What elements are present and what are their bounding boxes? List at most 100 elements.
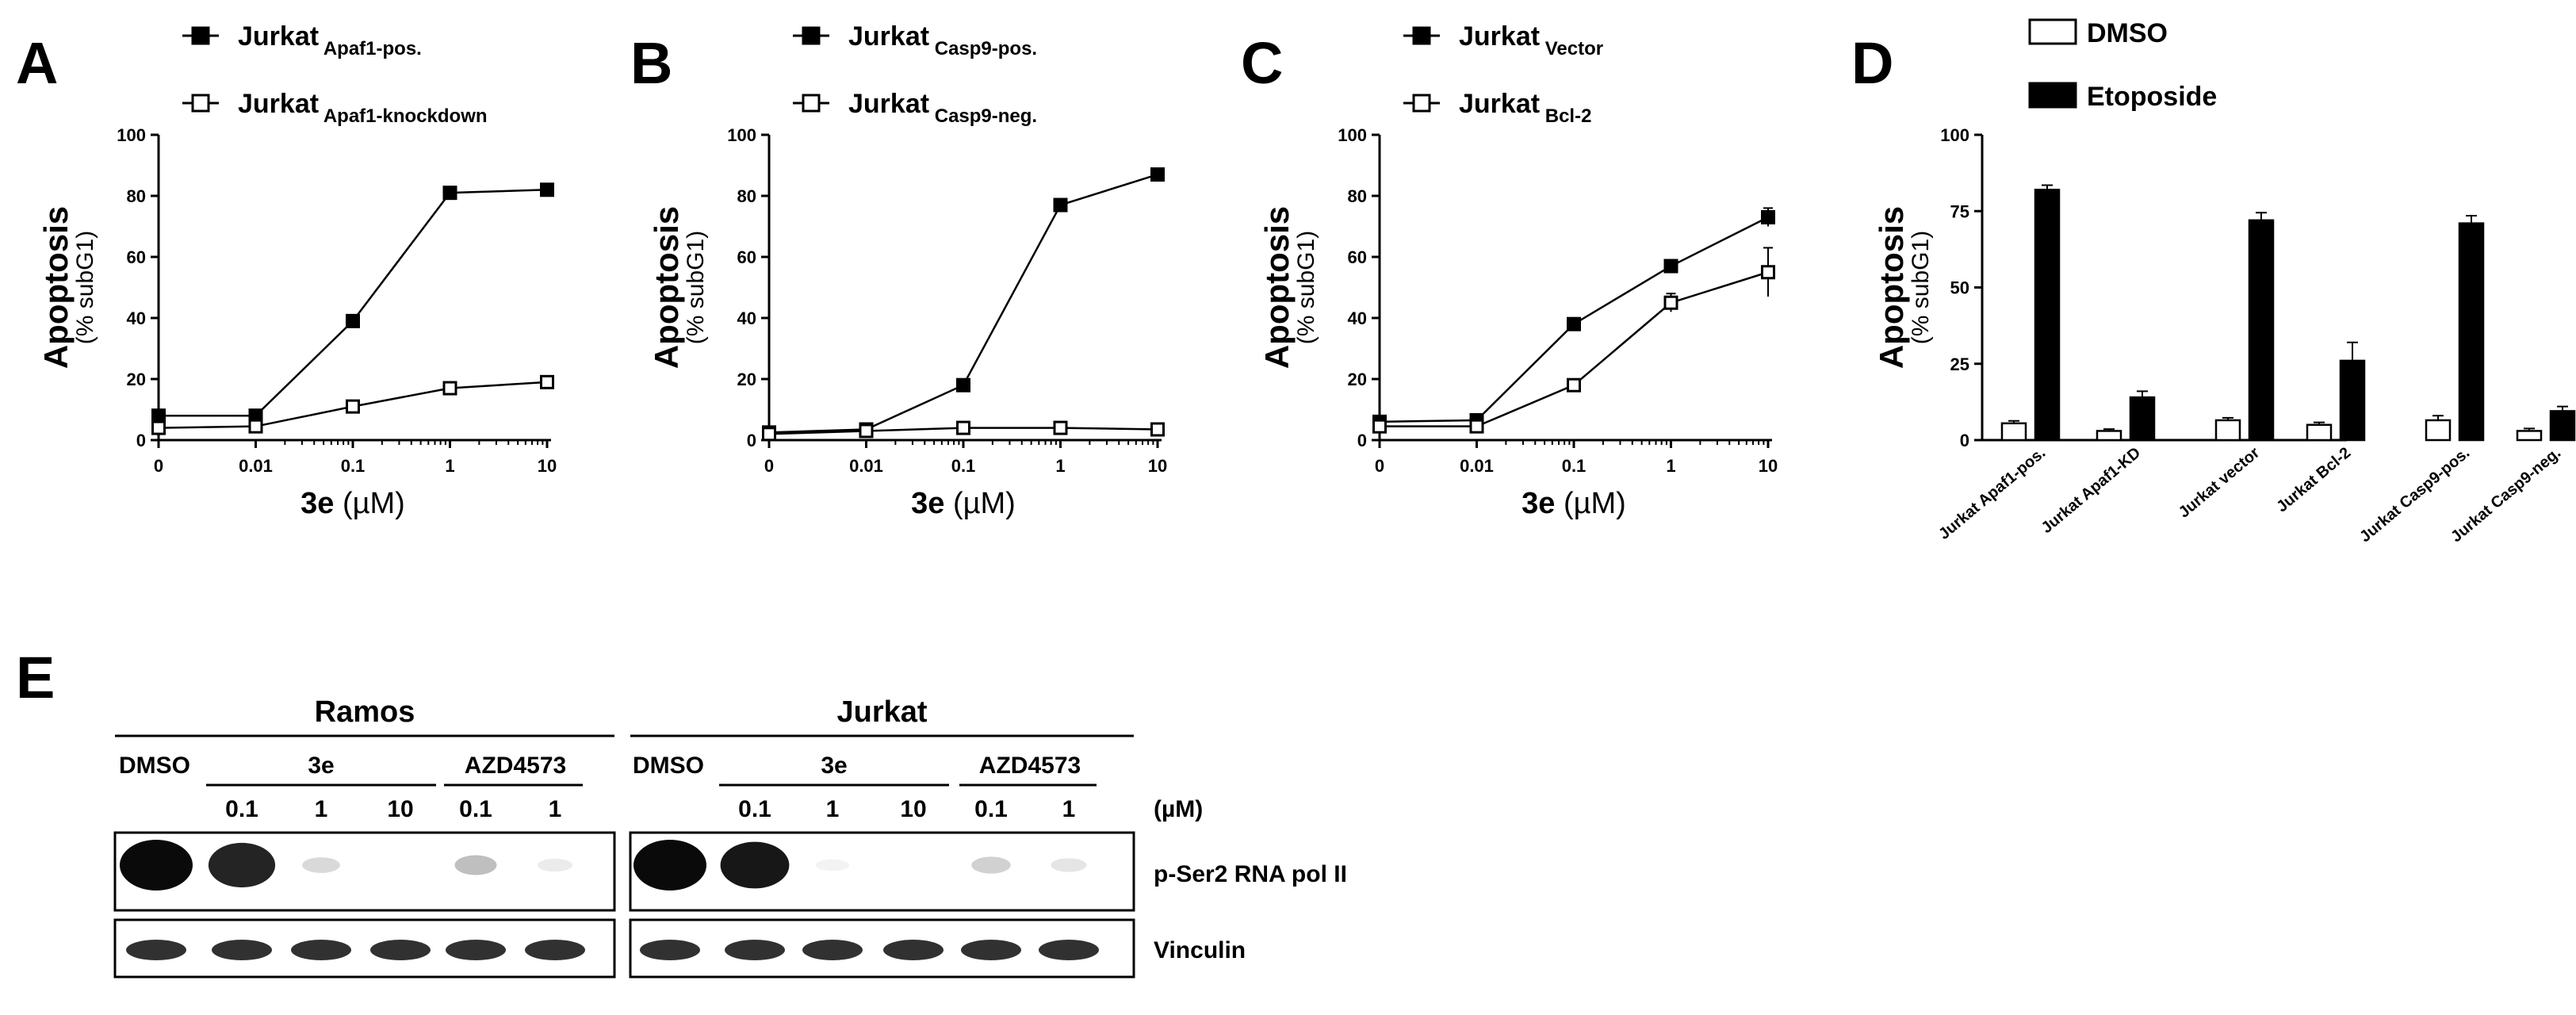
legend-marker bbox=[1412, 26, 1431, 45]
legend-entry-sub: Casp9-pos. bbox=[929, 38, 1037, 59]
x-axis-label-compound: 3e bbox=[300, 487, 334, 520]
legend-entry: Jurkat Apaf1-knockdown bbox=[238, 89, 488, 127]
y-tick-label: 40 bbox=[127, 308, 146, 328]
series-line-1 bbox=[1380, 271, 1769, 427]
y-axis-label: Apoptosis bbox=[1258, 206, 1296, 369]
panel-letter: B bbox=[630, 30, 672, 96]
panel-d: D DMSO Etoposide 0 25 50 75 100 Apoptosis(% subG… bbox=[1851, 18, 2576, 546]
x-axis-label: 3e (µM) bbox=[911, 487, 1016, 520]
x-tick-label: 0 bbox=[1375, 456, 1384, 476]
blot-band bbox=[370, 940, 431, 960]
x-tick-label: 1 bbox=[1055, 456, 1065, 476]
category-label-group: Jurkat Bcl-2 bbox=[2273, 444, 2354, 515]
y-tick-label: 0 bbox=[136, 431, 146, 450]
blot-band bbox=[1039, 940, 1099, 960]
legend-entry-main: Jurkat bbox=[1459, 89, 1540, 119]
x-tick-label: 0.01 bbox=[1460, 456, 1494, 476]
y-tick-label: 0 bbox=[747, 431, 756, 450]
data-point bbox=[1469, 419, 1484, 434]
category-label: Jurkat Apaf1-KD bbox=[2038, 444, 2145, 537]
x-tick-label: 1 bbox=[445, 456, 454, 476]
data-point bbox=[956, 420, 970, 435]
data-point bbox=[859, 423, 874, 439]
blot-band bbox=[120, 840, 193, 891]
panel-letter: C bbox=[1241, 30, 1283, 96]
legend-entry-sub: Apaf1-pos. bbox=[319, 38, 422, 59]
row-label: Vinculin bbox=[1154, 937, 1246, 963]
blot-band bbox=[633, 840, 706, 891]
legend-marker bbox=[802, 26, 821, 45]
legend-entry-main: Jurkat bbox=[238, 21, 319, 52]
y-tick-label: 100 bbox=[1940, 125, 1969, 145]
blot-band bbox=[291, 940, 351, 960]
legend-marker bbox=[191, 94, 210, 113]
bar bbox=[2516, 430, 2543, 442]
bar bbox=[2339, 359, 2366, 442]
x-tick-label: 0.1 bbox=[341, 456, 366, 476]
legend-marker bbox=[191, 26, 210, 45]
data-point bbox=[346, 313, 360, 328]
dose-label: 0.1 bbox=[459, 796, 492, 822]
legend-entry: DMSO bbox=[2087, 18, 2168, 48]
x-tick-label: 0.1 bbox=[1562, 456, 1587, 476]
y-tick-label: 80 bbox=[127, 186, 146, 206]
y-axis-sublabel: (% subG1) bbox=[1908, 231, 1934, 344]
series-line-0 bbox=[768, 173, 1158, 434]
legend-swatch bbox=[2028, 82, 2077, 109]
data-point bbox=[540, 374, 554, 389]
y-tick-label: 20 bbox=[1348, 370, 1367, 389]
legend-entry-main: Jurkat bbox=[848, 89, 929, 119]
x-tick-label: 10 bbox=[1148, 456, 1167, 476]
x-axis-label-compound: 3e bbox=[911, 487, 944, 520]
dose-label: 1 bbox=[549, 796, 562, 822]
legend-entry: Jurkat Casp9-neg. bbox=[848, 89, 1037, 127]
legend-entry-sub: Apaf1-knockdown bbox=[319, 105, 487, 127]
dmso-label: DMSO bbox=[119, 753, 190, 779]
x-tick-label: 0 bbox=[154, 456, 163, 476]
x-axis-label: 3e (µM) bbox=[300, 487, 405, 520]
data-point bbox=[442, 186, 457, 201]
data-point bbox=[1053, 420, 1068, 435]
legend-entry-main: Jurkat bbox=[848, 21, 929, 52]
dose-label: 10 bbox=[387, 796, 413, 822]
dmso-label: DMSO bbox=[633, 753, 704, 779]
legend-entry: Jurkat Casp9-pos. bbox=[848, 21, 1037, 59]
y-tick-label: 100 bbox=[727, 125, 756, 145]
compound-label: 3e bbox=[821, 753, 847, 779]
data-point bbox=[1150, 422, 1165, 437]
legend-marker bbox=[1412, 94, 1431, 113]
x-axis-label-unit: (µM) bbox=[944, 487, 1015, 520]
category-label-group: Jurkat Apaf1-KD bbox=[2038, 444, 2145, 537]
compound-label: 3e bbox=[308, 753, 334, 779]
data-point bbox=[1372, 419, 1387, 434]
dose-label: 10 bbox=[900, 796, 926, 822]
x-tick-label: 0.01 bbox=[239, 456, 273, 476]
blot-band bbox=[815, 859, 850, 871]
data-point bbox=[1761, 265, 1775, 280]
x-axis-label-unit: (µM) bbox=[334, 487, 404, 520]
bar bbox=[2000, 422, 2027, 442]
y-tick-label: 60 bbox=[1348, 247, 1367, 267]
y-axis-label-group: Apoptosis(% subG1) bbox=[37, 206, 98, 369]
blot-band bbox=[212, 940, 272, 960]
dose-label: 1 bbox=[826, 796, 840, 822]
x-tick-label: 10 bbox=[1759, 456, 1778, 476]
y-tick-label: 60 bbox=[737, 247, 756, 267]
y-axis-label: Apoptosis bbox=[1873, 206, 1910, 369]
blot-band bbox=[971, 856, 1011, 874]
data-point bbox=[1663, 259, 1678, 274]
bar bbox=[2458, 222, 2485, 442]
y-tick-label: 0 bbox=[1960, 431, 1969, 450]
legend-entry-main: Jurkat bbox=[238, 89, 319, 119]
blot-band bbox=[302, 857, 340, 873]
legend-entry: Jurkat Apaf1-pos. bbox=[238, 21, 422, 59]
inhibitor-label: AZD4573 bbox=[979, 753, 1081, 779]
y-tick-label: 75 bbox=[1950, 201, 1969, 221]
x-axis-label-compound: 3e bbox=[1521, 487, 1555, 520]
panel-letter: E bbox=[16, 645, 55, 710]
panel-e: E Ramos DMSO 3e AZD4573 0.1 1 10 0.1 1 Jurkat DMSO 3… bbox=[16, 645, 1347, 979]
data-point bbox=[762, 427, 776, 442]
legend-entry: Jurkat Vector bbox=[1459, 21, 1603, 59]
data-point bbox=[1761, 209, 1775, 224]
